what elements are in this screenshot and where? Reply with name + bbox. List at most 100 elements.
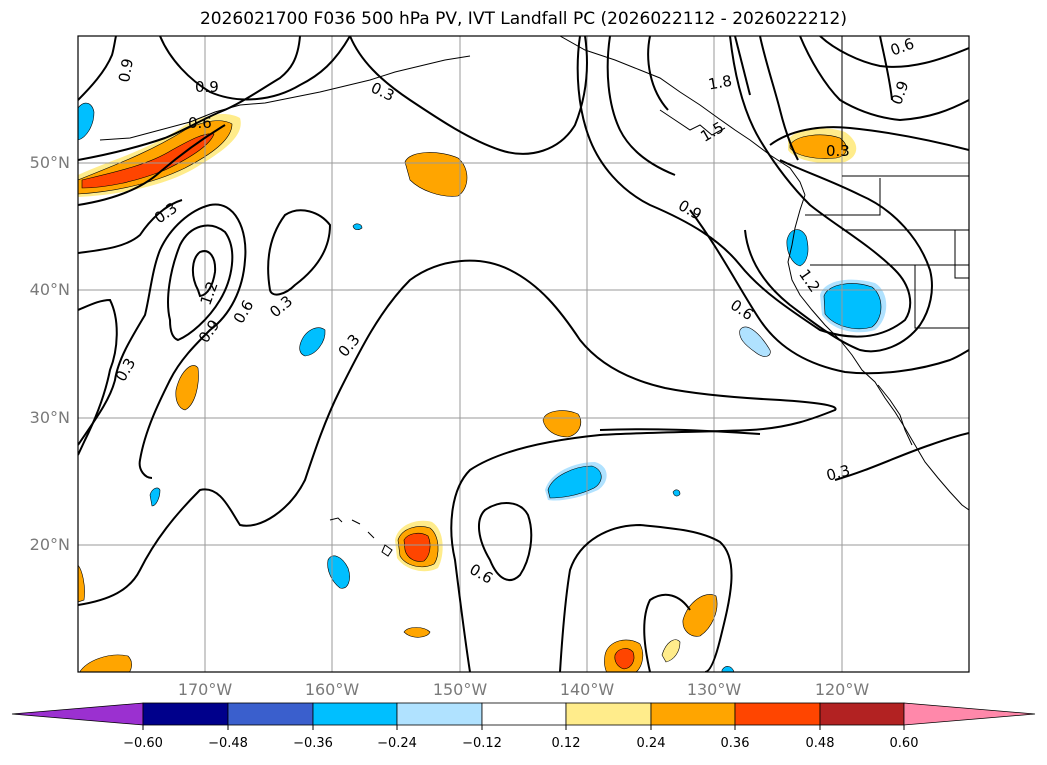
contour-label: 1.8 [707,72,734,94]
negative-anomaly-patch [786,229,809,267]
colorbar-tick-label: 0.24 [636,736,666,751]
state-border [914,265,969,329]
colorbar-under-arrow [11,702,144,726]
colorbar-tick-label: −0.12 [462,736,502,751]
positive-anomaly-patch [403,627,431,638]
contour-line [647,36,669,111]
colorbar-tick-label: −0.48 [208,736,248,751]
pv-contours [78,36,969,672]
colorbar-ticks [142,725,905,730]
colorbar-segment [227,702,314,726]
contour-line [689,209,969,375]
colorbar-segment [819,702,905,726]
colorbar-tick-label: −0.24 [377,736,417,751]
colorbar-segment [396,702,483,726]
colorbar-segment [734,702,821,726]
contour-line [78,36,301,161]
lat-label: 40°N [29,280,70,299]
contour-line [643,593,691,672]
positive-anomaly-patch [78,564,85,603]
positive-anomaly-patch [614,648,635,670]
contour-line [78,203,247,479]
contour-line [478,502,533,581]
contour-line [78,124,226,206]
contour-line [78,199,183,254]
contour-line [267,209,332,296]
contour-line [744,159,933,353]
map-frame [77,35,970,673]
contour-line [167,224,234,342]
contour-line [799,36,969,122]
positive-anomaly-patch [175,365,199,411]
colorbar-tick-label: 0.12 [551,736,581,751]
contour-line [78,259,837,672]
contour-line [606,36,676,176]
colorbar-segment [565,702,652,726]
colorbar-over-arrow [903,702,1036,726]
contour-line [78,36,117,101]
alaska-aleutian-coast [99,55,471,141]
contour-line [759,36,799,161]
state-border [805,178,881,216]
lat-label: 50°N [29,153,70,172]
positive-anomaly-patch [542,410,581,438]
baja-california [877,384,913,446]
positive-anomaly-patch [403,532,431,562]
contour-label: 0.6 [188,114,212,132]
lon-label: 150°W [432,680,488,699]
positive-anomaly-patch [789,134,847,159]
colorbar-segment [142,702,229,726]
contour-line [78,298,118,456]
colorbar-tick-label: −0.60 [123,736,163,751]
contour-line [349,36,588,155]
contour-label: 0.9 [195,78,219,96]
positive-anomaly-patch [79,654,132,672]
contour-label: 0.6 [888,34,917,59]
north-america-west-coast [787,194,969,511]
lon-label: 130°W [686,680,742,699]
colorbar-tick-label: 0.48 [805,736,835,751]
lat-label: 30°N [29,408,70,427]
colorbar-tick-label: 0.60 [889,736,919,751]
negative-anomaly-patch [721,666,735,672]
contour-line [559,523,733,672]
contour-label: 0.3 [824,461,852,485]
alaska-islands [659,109,726,136]
hawaii-islands [329,517,393,557]
contour-line [819,36,969,68]
contour-line [734,36,751,96]
contour-line [576,36,912,338]
contour-line [769,126,969,151]
negative-anomaly-patch [299,327,326,357]
contour-line [834,432,969,481]
negative-anomaly-patch [78,102,95,141]
contour-label: 0.3 [826,142,850,160]
negative-anomaly-patch [327,555,350,589]
colorbar-tick-label: 0.36 [720,736,750,751]
lon-label: 170°W [177,680,233,699]
lon-label: 120°W [814,680,870,699]
negative-anomaly-patch [739,326,771,357]
negative-anomaly-patch [547,465,602,499]
colorbar-segment [650,702,736,726]
state-border [954,230,969,279]
graticule [78,36,969,672]
contour-line [192,250,217,298]
contour-label: 0.9 [115,57,137,84]
map-title: 2026021700 F036 500 hPa PV, IVT Landfall… [199,9,847,29]
colorbar-segment [481,702,567,726]
contour-line [599,428,761,435]
negative-anomaly-patch [352,223,363,231]
colorbar [11,702,1036,726]
alaska-coast [559,36,806,196]
negative-anomaly-patch [823,283,882,330]
lat-label: 20°N [29,535,70,554]
colorbar-segment [312,702,398,726]
lon-label: 160°W [304,680,360,699]
contour-line [159,36,351,101]
colorbar-tick-label: −0.36 [293,736,333,751]
positive-anomaly-patch [661,639,681,663]
contour-line [879,36,893,101]
negative-anomaly-patch [149,487,161,507]
